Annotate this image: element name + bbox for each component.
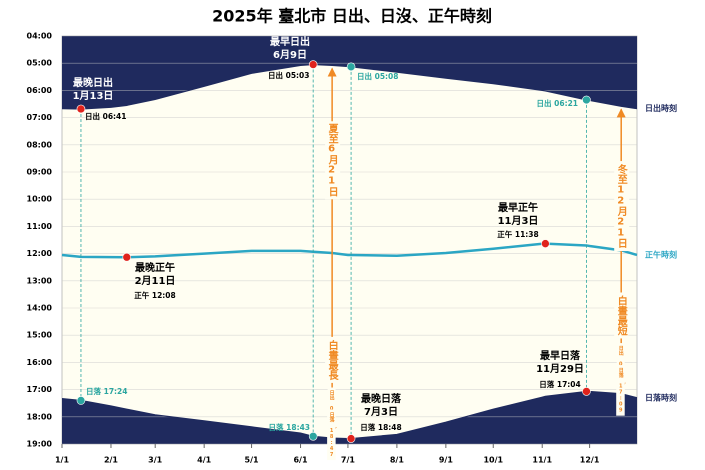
annotation-point <box>541 239 550 248</box>
annotation-point <box>346 434 356 443</box>
annotation-title: 最晚日出 <box>73 76 113 89</box>
annotation-point <box>308 432 318 441</box>
annotation-title: 最早日出 <box>270 35 310 48</box>
x-tick-label: 10/1 <box>483 456 503 465</box>
annotation-point <box>582 387 591 396</box>
y-tick-label: 06:00 <box>27 86 53 95</box>
x-tick-label: 6/1 <box>293 456 307 465</box>
y-tick-label: 08:00 <box>27 140 53 149</box>
annotation-label: 日出 05:03 <box>268 70 309 80</box>
text-bg <box>325 121 341 200</box>
annotation-label: 日出 06:41 <box>85 111 126 121</box>
solstice-text: 冬至12月21日 <box>615 163 628 249</box>
text-bg <box>327 409 336 461</box>
y-tick-label: 07:00 <box>27 113 53 122</box>
annotation-title: 11月29日 <box>536 363 584 375</box>
annotation-point <box>122 252 132 262</box>
annotation-title: 7月3日 <box>364 406 398 418</box>
solstice-text: 日落 17:09 <box>617 367 624 414</box>
night-fill <box>62 36 637 109</box>
y-tick-label: 16:00 <box>27 358 53 367</box>
annotation-title: 2月11日 <box>135 275 176 287</box>
annotation-label: 日落 18:43 <box>269 422 310 432</box>
y-tick-label: 19:00 <box>27 440 53 449</box>
annotation-title: 最晚日落 <box>361 392 402 405</box>
x-tick-label: 8/1 <box>390 456 404 465</box>
x-tick-label: 11/1 <box>532 456 552 465</box>
x-tick-label: 1/1 <box>55 456 69 465</box>
annotation-label: 正午 12:08 <box>134 290 175 300</box>
annotation-title: 最早正午 <box>498 201 538 214</box>
annotation-label: 日落 17:04 <box>539 379 580 389</box>
annotation-title: 11月3日 <box>498 215 539 227</box>
x-tick-label: 2/1 <box>104 456 118 465</box>
y-tick-label: 05:00 <box>27 59 53 68</box>
annotation-point <box>76 104 86 114</box>
solstice-text: 白晝最長 <box>326 339 338 381</box>
x-tick-label: 4/1 <box>197 456 211 465</box>
text-bg <box>325 336 340 383</box>
solstice-text: 夏至6月21日 <box>326 123 339 197</box>
text-bg <box>614 161 630 252</box>
annotation-title: 最早日落 <box>540 349 581 362</box>
x-tick-label: 12/1 <box>580 456 600 465</box>
y-tick-label: 10:00 <box>27 195 53 204</box>
annotation-point <box>346 62 356 72</box>
annotation-title: 6月9日 <box>273 49 307 61</box>
annotation-label: 日出 06:21 <box>537 98 578 108</box>
y-tick-label: 17:00 <box>27 385 53 394</box>
annotation-title: 最晚正午 <box>135 261 175 274</box>
series-label: 日出時刻 <box>645 103 677 113</box>
night-fill <box>62 391 637 444</box>
annotation-label: 日落 18:48 <box>360 422 401 432</box>
text-bg <box>614 292 629 339</box>
annotation-label: 日落 17:24 <box>86 386 127 396</box>
text-bg <box>616 365 625 416</box>
series-label: 正午時刻 <box>645 249 677 259</box>
annotation-label: 正午 11:38 <box>497 229 538 239</box>
x-tick-label: 7/1 <box>341 456 355 465</box>
x-tick-label: 5/1 <box>245 456 259 465</box>
annotation-point <box>76 396 86 405</box>
y-tick-label: 14:00 <box>27 304 53 313</box>
annotation-title: 1月13日 <box>73 90 114 102</box>
y-tick-label: 13:00 <box>27 276 53 285</box>
series-label: 日落時刻 <box>645 392 677 402</box>
annotation-point <box>582 95 591 105</box>
x-tick-label: 9/1 <box>439 456 453 465</box>
chart-title: 2025年 臺北市 日出、日沒、正午時刻 <box>212 7 492 26</box>
y-tick-label: 12:00 <box>27 249 53 258</box>
annotation-point <box>308 60 318 69</box>
x-tick-label: 3/1 <box>148 456 162 465</box>
solstice-text: 白晝最短 <box>615 294 627 336</box>
plot-area <box>61 35 638 445</box>
y-tick-label: 18:00 <box>27 412 53 421</box>
annotation-label: 日出 05:08 <box>357 71 398 81</box>
y-tick-label: 15:00 <box>27 331 53 340</box>
y-tick-label: 09:00 <box>27 168 53 177</box>
series-line <box>61 242 638 259</box>
y-tick-label: 04:00 <box>27 32 53 41</box>
y-tick-label: 11:00 <box>27 222 53 231</box>
solstice-text: 日落 18:47 <box>328 411 335 458</box>
